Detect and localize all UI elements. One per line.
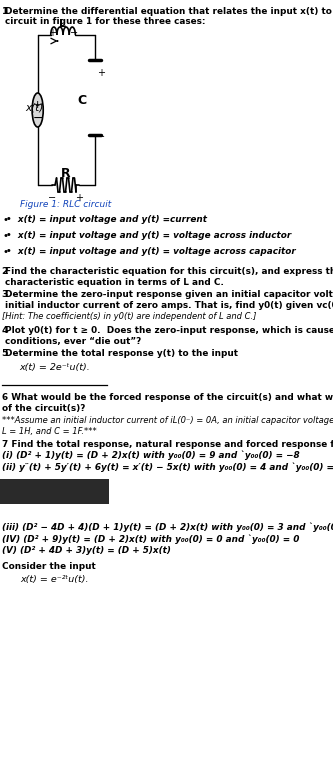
Text: −: − [97,132,105,142]
Text: x(t) = e⁻²ᵗu(t).: x(t) = e⁻²ᵗu(t). [20,575,89,584]
Text: 1: 1 [2,7,8,16]
Text: •: • [3,231,9,241]
Text: −: − [70,28,78,38]
Text: (IV) (D² + 9)y(t) = (D + 2)x(t) with y₀₀(0) = 0 and ˋy₀₀(0) = 0: (IV) (D² + 9)y(t) = (D + 2)x(t) with y₀₀… [2,534,299,544]
Text: 2: 2 [2,267,8,276]
Text: Find the characteristic equation for this circuit(s), and express the root(s) of: Find the characteristic equation for thi… [5,267,333,276]
Text: Figure 1: RLC circuit: Figure 1: RLC circuit [20,200,111,209]
Bar [0,479,109,504]
Text: Determine the total response y(t) to the input: Determine the total response y(t) to the… [5,349,237,358]
Text: •  x(t) = input voltage and y(t) = voltage across inductor: • x(t) = input voltage and y(t) = voltag… [6,231,291,240]
Text: (ii) y″(t) + 5y′(t) + 6y(t) = x′(t) − 5x(t) with y₀₀(0) = 4 and ˋy₀₀(0) = −1.: (ii) y″(t) + 5y′(t) + 6y(t) = x′(t) − 5x… [2,463,333,473]
Text: −: − [48,193,56,203]
Text: •: • [3,247,9,257]
Text: R: R [61,167,70,180]
Text: (i) (D² + 1)y(t) = (D + 2)x(t) with y₀₀(0) = 9 and ˋy₀₀(0) = −8: (i) (D² + 1)y(t) = (D + 2)x(t) with y₀₀(… [2,451,299,460]
Text: of the circuit(s)?: of the circuit(s)? [2,404,85,413]
Text: +: + [75,193,83,203]
Text: Determine the zero-input response given an initial capacitor voltage of one volt: Determine the zero-input response given … [5,290,333,299]
Text: x(t) = 2e⁻ᵗu(t).: x(t) = 2e⁻ᵗu(t). [19,363,90,372]
Text: Determine the differential equation that relates the input x(t) to output y(t) o: Determine the differential equation that… [5,7,333,16]
Text: 5: 5 [2,349,8,358]
Text: circuit in figure 1 for these three cases:: circuit in figure 1 for these three case… [5,17,205,26]
Text: 3: 3 [2,290,8,299]
Text: +: + [33,100,42,110]
Text: Plot y0(t) for t ≥ 0.  Does the zero-input response, which is caused solely by i: Plot y0(t) for t ≥ 0. Does the zero-inpu… [5,326,333,335]
Text: ***Assume an initial inductor current of iL(0⁻) = 0A, an initial capacitor volta: ***Assume an initial inductor current of… [2,416,333,425]
Text: 6 What would be the forced response of the circuit(s) and what would be the natu: 6 What would be the forced response of t… [2,393,333,402]
Circle shape [32,93,43,127]
Text: (iii) (D² − 4D + 4)(D + 1)y(t) = (D + 2)x(t) with y₀₀(0) = 3 and ˋy₀₀(0) = −8.: (iii) (D² − 4D + 4)(D + 1)y(t) = (D + 2)… [2,522,333,531]
Text: +: + [48,28,56,38]
Text: initial inductor current of zero amps. That is, find y0(t) given vc(0) = 1V and : initial inductor current of zero amps. T… [5,301,333,310]
Text: [Hint: The coefficient(s) in y0(t) are independent of L and C.]: [Hint: The coefficient(s) in y0(t) are i… [2,312,256,321]
Text: •  x(t) = input voltage and y(t) =current: • x(t) = input voltage and y(t) =current [6,215,207,224]
Text: x(t): x(t) [25,103,44,113]
Text: characteristic equation in terms of L and C.: characteristic equation in terms of L an… [5,278,223,287]
Text: conditions, ever “die out”?: conditions, ever “die out”? [5,337,141,346]
Text: −: − [32,112,43,125]
Text: C: C [77,94,87,107]
Text: L = 1H, and C = 1F.***: L = 1H, and C = 1F.*** [2,427,96,436]
Text: L: L [59,19,66,29]
Text: •  x(t) = input voltage and y(t) = voltage across capacitor: • x(t) = input voltage and y(t) = voltag… [6,247,296,256]
Text: 7 Find the total response, natural response and forced response for the systems : 7 Find the total response, natural respo… [2,440,333,449]
Text: Consider the input: Consider the input [2,562,95,571]
Text: •: • [3,215,9,225]
Text: +: + [97,68,105,78]
Text: (V) (D² + 4D + 3)y(t) = (D + 5)x(t): (V) (D² + 4D + 3)y(t) = (D + 5)x(t) [2,546,170,555]
Text: 4: 4 [2,326,8,335]
